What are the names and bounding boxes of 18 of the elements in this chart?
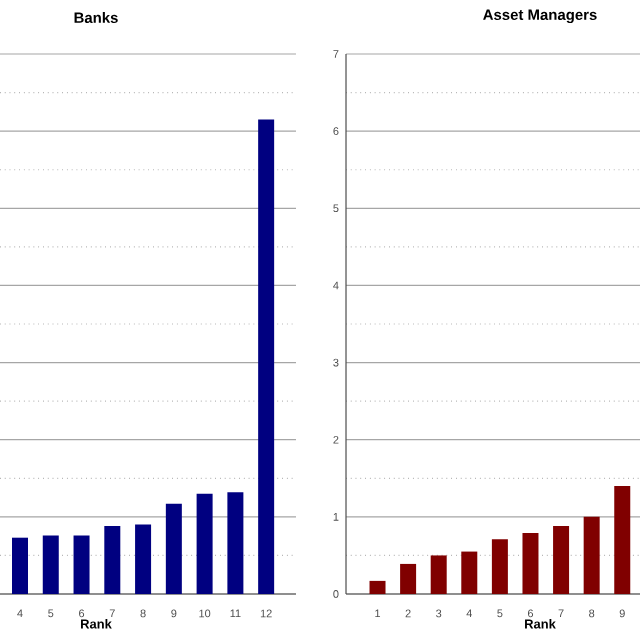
bar [369,580,386,594]
bar [165,503,182,594]
bar [553,526,570,594]
bar [104,526,121,594]
bar [430,555,447,594]
bar [227,492,244,594]
bar [196,493,213,594]
bar [42,535,59,594]
bar [12,537,28,594]
bar [583,516,600,594]
bar [522,533,539,594]
bar [258,119,275,594]
bar [135,524,152,594]
bar [400,563,417,594]
bar [73,535,90,594]
bar [614,486,631,594]
bar [461,551,478,594]
bar [491,539,508,594]
